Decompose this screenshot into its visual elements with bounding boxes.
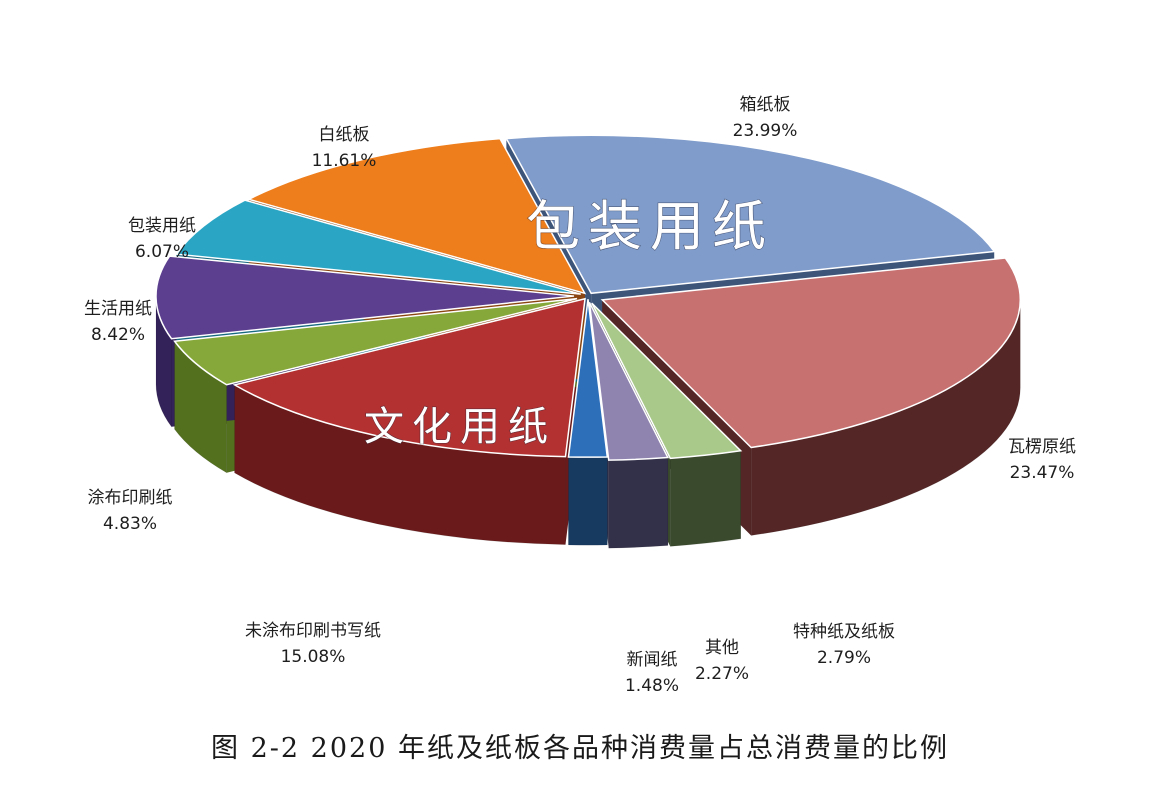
slice-name-label: 涂布印刷纸 <box>88 488 173 508</box>
slice-6-top <box>173 297 578 386</box>
slice-value-label: 1.48% <box>625 676 679 696</box>
slice-name-label: 特种纸及纸板 <box>793 622 895 642</box>
slice-1-top <box>600 257 1021 449</box>
slice-name-label: 其他 <box>705 638 739 658</box>
slice-value-label: 11.61% <box>312 151 377 171</box>
slice-name-label: 未涂布印刷书写纸 <box>245 621 381 641</box>
slice-value-label: 6.07% <box>135 242 189 262</box>
group-label: 包装用纸 <box>526 195 774 258</box>
slice-2-top <box>591 302 743 460</box>
slice-value-label: 2.27% <box>695 664 749 684</box>
figure-caption: 图 2-2 2020 年纸及纸板各品种消费量占总消费量的比例 <box>211 733 949 764</box>
slice-value-label: 4.83% <box>103 514 157 534</box>
slice-value-label: 15.08% <box>281 647 346 667</box>
group-label: 文化用纸 <box>364 404 556 450</box>
slice-value-label: 8.42% <box>91 325 145 345</box>
slice-5-top <box>232 297 586 458</box>
slice-name-label: 瓦楞原纸 <box>1008 437 1076 457</box>
slice-4-top <box>567 299 609 458</box>
slice-name-label: 生活用纸 <box>84 299 152 319</box>
slice-side-wall <box>669 450 741 547</box>
slice-side-wall <box>608 457 669 549</box>
slice-side-wall <box>568 456 608 546</box>
slice-name-label: 白纸板 <box>319 125 370 145</box>
slice-3-top <box>588 301 670 461</box>
slice-7-top <box>155 255 575 340</box>
slice-value-label: 23.47% <box>1010 463 1075 483</box>
slice-value-label: 2.79% <box>817 648 871 668</box>
slice-0-top <box>505 134 996 295</box>
slice-name-label: 新闻纸 <box>627 650 678 670</box>
slice-9-top <box>246 137 587 295</box>
slice-value-label: 23.99% <box>733 121 798 141</box>
slice-name-label: 箱纸板 <box>740 95 791 115</box>
slice-8-top <box>175 199 581 295</box>
slice-name-label: 包装用纸 <box>128 216 196 236</box>
